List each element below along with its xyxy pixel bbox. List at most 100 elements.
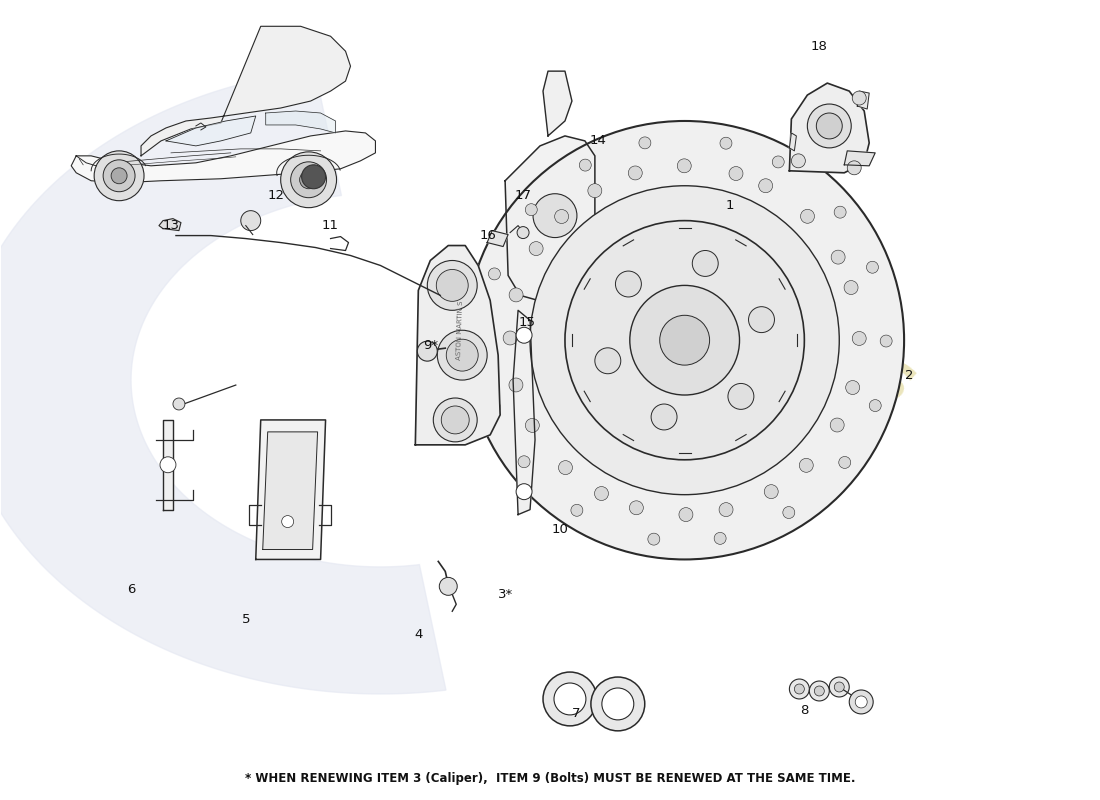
Circle shape — [282, 515, 294, 527]
Circle shape — [834, 206, 846, 218]
Circle shape — [832, 250, 845, 264]
Circle shape — [111, 168, 128, 184]
Circle shape — [554, 210, 569, 223]
Circle shape — [530, 186, 839, 494]
Circle shape — [587, 184, 602, 198]
Circle shape — [503, 331, 517, 345]
Polygon shape — [266, 111, 336, 133]
Circle shape — [810, 681, 829, 701]
Circle shape — [516, 327, 532, 343]
Circle shape — [714, 532, 726, 544]
Circle shape — [433, 398, 477, 442]
Circle shape — [439, 578, 458, 595]
Circle shape — [554, 683, 586, 715]
Polygon shape — [790, 83, 869, 173]
Text: 3*: 3* — [497, 588, 513, 601]
Circle shape — [571, 504, 583, 516]
Circle shape — [800, 414, 811, 426]
Circle shape — [580, 159, 592, 171]
Circle shape — [594, 486, 608, 501]
Circle shape — [173, 398, 185, 410]
Circle shape — [634, 197, 646, 209]
Circle shape — [465, 121, 904, 559]
Circle shape — [290, 162, 327, 198]
Circle shape — [679, 508, 693, 522]
Circle shape — [615, 271, 641, 297]
Text: 12: 12 — [267, 190, 284, 202]
Circle shape — [728, 383, 754, 410]
Circle shape — [764, 485, 778, 498]
Text: 10: 10 — [551, 523, 569, 536]
Circle shape — [719, 473, 732, 485]
Text: 4: 4 — [414, 628, 422, 641]
Circle shape — [563, 246, 575, 258]
Text: eurospares: eurospares — [513, 142, 926, 419]
Text: 1: 1 — [725, 199, 734, 212]
Circle shape — [763, 451, 776, 463]
Circle shape — [839, 457, 850, 469]
Polygon shape — [543, 71, 572, 136]
Circle shape — [631, 470, 644, 482]
Circle shape — [678, 159, 691, 173]
Circle shape — [692, 250, 718, 276]
Circle shape — [518, 456, 530, 468]
Circle shape — [791, 154, 805, 168]
Circle shape — [95, 151, 144, 201]
Text: 7: 7 — [572, 707, 580, 721]
Polygon shape — [255, 420, 326, 559]
Circle shape — [783, 506, 795, 518]
Circle shape — [526, 418, 539, 432]
Polygon shape — [263, 432, 318, 550]
Circle shape — [103, 160, 135, 192]
Circle shape — [447, 339, 478, 371]
Polygon shape — [790, 133, 796, 151]
Circle shape — [629, 501, 644, 514]
Circle shape — [815, 286, 827, 298]
Text: * WHEN RENEWING ITEM 3 (Caliper),  ITEM 9 (Bolts) MUST BE RENEWED AT THE SAME TI: * WHEN RENEWING ITEM 3 (Caliper), ITEM 9… — [244, 772, 856, 785]
Circle shape — [541, 290, 553, 302]
Circle shape — [565, 221, 804, 460]
Circle shape — [628, 166, 642, 180]
Polygon shape — [845, 151, 876, 166]
Circle shape — [869, 400, 881, 411]
Circle shape — [648, 533, 660, 545]
Circle shape — [814, 386, 826, 398]
Circle shape — [437, 270, 469, 302]
Circle shape — [526, 204, 537, 216]
Text: 6: 6 — [126, 583, 135, 596]
Circle shape — [847, 161, 861, 174]
Circle shape — [823, 340, 835, 352]
Circle shape — [651, 404, 676, 430]
Circle shape — [852, 331, 866, 346]
Circle shape — [542, 383, 554, 395]
Circle shape — [719, 502, 733, 517]
Polygon shape — [857, 91, 869, 109]
Circle shape — [488, 268, 501, 280]
Circle shape — [639, 137, 651, 149]
Circle shape — [438, 330, 487, 380]
Circle shape — [880, 335, 892, 347]
Circle shape — [534, 194, 576, 238]
Circle shape — [759, 178, 772, 193]
Circle shape — [816, 113, 843, 139]
Circle shape — [829, 677, 849, 697]
Text: 18: 18 — [811, 40, 828, 53]
Circle shape — [807, 104, 851, 148]
Circle shape — [535, 337, 546, 349]
Circle shape — [720, 138, 732, 149]
Text: 8: 8 — [800, 705, 808, 718]
Circle shape — [794, 684, 804, 694]
Circle shape — [855, 696, 867, 708]
Circle shape — [814, 686, 824, 696]
Circle shape — [800, 458, 813, 472]
Circle shape — [516, 484, 532, 500]
Circle shape — [595, 348, 620, 374]
Circle shape — [543, 672, 597, 726]
Circle shape — [591, 677, 645, 731]
Polygon shape — [487, 230, 508, 246]
Circle shape — [849, 690, 873, 714]
Text: 13: 13 — [163, 219, 179, 232]
Circle shape — [561, 418, 573, 430]
Circle shape — [796, 250, 808, 262]
Circle shape — [529, 242, 543, 255]
